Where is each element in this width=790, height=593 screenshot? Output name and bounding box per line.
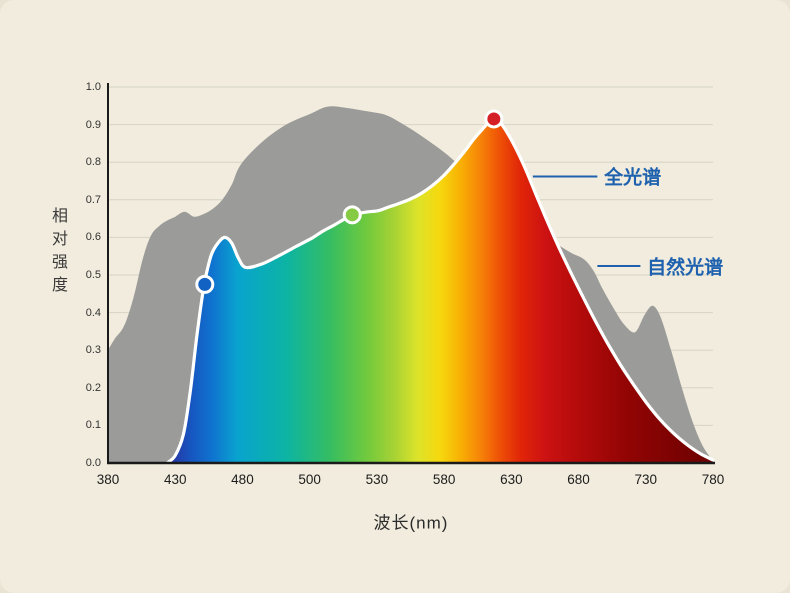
y-tick-label: 0.7: [85, 193, 101, 206]
x-tick-label: 530: [365, 472, 389, 487]
x-tick-label: 730: [634, 472, 658, 487]
y-tick-label: 0.9: [85, 118, 101, 131]
y-tick-label: 0.1: [85, 419, 101, 432]
full-spectrum-area: [167, 118, 713, 463]
marker-dot: [342, 205, 362, 225]
x-tick-label: 380: [96, 472, 120, 487]
marker-dot: [484, 109, 504, 129]
marker-dot: [195, 274, 215, 294]
x-tick-label: 680: [567, 472, 590, 487]
x-axis-title: 波长(nm): [373, 513, 449, 533]
x-tick-label: 430: [163, 472, 187, 487]
y-tick-label: 0.4: [85, 306, 101, 319]
y-axis-title: 相对强度: [49, 207, 66, 299]
x-tick-label: 780: [701, 472, 725, 487]
y-tick-label: 1.0: [85, 81, 101, 93]
legend-label-natural-spectrum: 自然光谱: [647, 257, 724, 279]
x-tick-label: 630: [500, 472, 523, 487]
legend-label-full-spectrum: 全光谱: [604, 167, 662, 189]
y-tick-label: 0.0: [85, 457, 101, 469]
y-tick-label: 0.3: [85, 344, 101, 357]
y-tick-label: 0.6: [85, 231, 101, 244]
y-tick-label: 0.2: [85, 381, 101, 394]
full-spectrum-outline: [165, 117, 715, 465]
x-tick-label: 580: [432, 472, 456, 487]
y-tick-label: 0.8: [85, 156, 101, 169]
x-tick-label: 480: [231, 472, 254, 487]
y-tick-label: 0.5: [85, 269, 101, 281]
x-tick-label: 500: [298, 472, 321, 487]
